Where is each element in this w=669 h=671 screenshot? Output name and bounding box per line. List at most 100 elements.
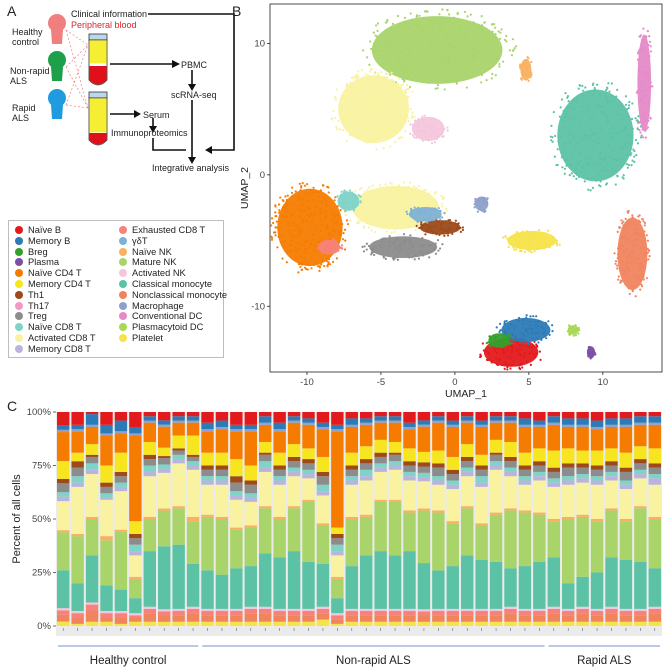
umap-point — [403, 241, 406, 244]
umap-point — [389, 105, 392, 108]
bar-segment — [533, 471, 546, 477]
umap-point — [551, 140, 554, 143]
umap-point — [587, 90, 590, 94]
bar-segment — [143, 516, 156, 519]
bar-segment — [287, 420, 301, 423]
sample-bar — [201, 412, 214, 626]
umap-point — [587, 163, 590, 166]
bar-segment — [504, 422, 517, 442]
umap-point — [616, 230, 619, 233]
umap-point — [288, 224, 292, 227]
umap-point — [407, 194, 410, 197]
bar-segment — [201, 608, 214, 612]
umap-point — [379, 193, 382, 197]
bar-segment — [345, 480, 358, 485]
y-tick-label: 75% — [32, 461, 52, 472]
umap-point — [455, 80, 458, 83]
umap-point — [298, 215, 301, 218]
bar-segment — [215, 476, 229, 481]
umap-point — [405, 190, 409, 194]
bar-segment — [388, 501, 402, 556]
bar-segment — [605, 426, 618, 449]
bar-segment — [273, 480, 286, 485]
legend-swatch — [119, 312, 127, 321]
umap-point — [575, 96, 578, 100]
bar-segment — [201, 476, 214, 481]
sample-bar — [215, 412, 229, 626]
umap-point — [368, 63, 371, 66]
umap-point — [435, 138, 438, 141]
umap-point — [537, 320, 540, 323]
legend-swatch — [119, 334, 127, 342]
umap-point — [457, 48, 461, 51]
umap-point — [332, 219, 335, 222]
umap-cluster — [635, 27, 654, 139]
umap-point — [428, 123, 431, 127]
umap-cluster-core — [337, 191, 360, 211]
umap-point — [480, 33, 484, 36]
umap-point — [354, 100, 357, 103]
umap-point — [397, 184, 400, 187]
umap-point — [415, 124, 418, 128]
bar-segment — [461, 608, 474, 612]
umap-point — [421, 30, 424, 33]
sample-bar — [374, 412, 387, 626]
umap-point — [342, 200, 345, 203]
bar-segment — [85, 469, 99, 475]
legend-item: Classical monocyte — [119, 279, 212, 290]
y-tick-label: 50% — [32, 514, 52, 525]
umap-point — [370, 229, 373, 232]
umap-point — [617, 275, 620, 278]
y-axis-label: UMAP_2 — [239, 167, 251, 209]
sample-bar — [576, 412, 589, 626]
umap-point — [385, 213, 388, 216]
bar-segment — [619, 412, 633, 419]
bar-segment — [461, 506, 474, 509]
umap-point — [617, 132, 620, 135]
umap-point — [303, 250, 306, 254]
umap-point — [409, 12, 412, 15]
bar-segment — [186, 416, 200, 421]
umap-point — [494, 74, 497, 77]
bar-segment — [388, 465, 402, 470]
umap-point — [314, 261, 317, 265]
umap-point — [382, 237, 385, 240]
umap-point — [537, 324, 540, 327]
umap-point — [338, 201, 342, 204]
bar-segment — [461, 412, 474, 417]
umap-point — [390, 212, 393, 215]
umap-point — [380, 105, 383, 108]
bar-segment — [489, 561, 503, 609]
umap-point — [270, 224, 273, 227]
bar-segment — [345, 452, 358, 466]
umap-point — [406, 212, 409, 216]
umap-point — [645, 234, 648, 237]
umap-point — [388, 73, 392, 76]
umap-point — [298, 208, 301, 211]
bar-segment — [547, 416, 560, 423]
bar-segment — [518, 452, 532, 466]
umap-point — [279, 196, 282, 199]
umap-point — [500, 337, 503, 341]
umap-point — [286, 210, 289, 213]
umap-point — [384, 135, 388, 138]
legend-label: Naïve B — [28, 225, 62, 235]
umap-point — [390, 26, 393, 29]
bar-segment — [374, 439, 387, 453]
bar-segment — [634, 424, 647, 447]
bar-segment — [331, 527, 344, 534]
umap-point — [485, 350, 488, 353]
sample-bar — [590, 412, 604, 626]
legend-swatch — [119, 226, 127, 234]
bar-segment — [302, 412, 315, 419]
bar-segment — [590, 608, 604, 612]
umap-point — [566, 107, 569, 110]
bar-segment — [590, 615, 604, 622]
bar-segment — [259, 416, 272, 423]
umap-point — [461, 228, 465, 232]
bar-segment — [489, 615, 503, 622]
bar-segment — [244, 497, 257, 502]
umap-point — [382, 222, 385, 226]
umap-point — [319, 246, 322, 250]
umap-point — [574, 168, 578, 171]
